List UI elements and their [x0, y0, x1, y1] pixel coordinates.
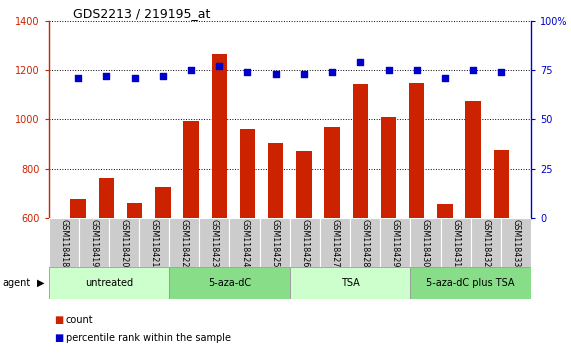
Text: GSM118426: GSM118426	[300, 219, 309, 268]
Text: GSM118433: GSM118433	[512, 219, 520, 267]
Bar	[471, 218, 501, 267]
Bar	[268, 143, 283, 218]
Bar	[70, 199, 86, 218]
Bar	[169, 218, 199, 267]
Bar	[289, 218, 320, 267]
Bar	[211, 55, 227, 218]
Bar	[441, 218, 471, 267]
Bar	[411, 218, 441, 267]
Point	[102, 73, 111, 79]
Bar	[352, 84, 368, 218]
Bar	[409, 82, 424, 218]
Bar	[501, 218, 531, 267]
Text: agent: agent	[3, 278, 31, 288]
Text: GSM118418: GSM118418	[59, 219, 68, 267]
Text: GSM118429: GSM118429	[391, 219, 400, 268]
Text: 5-aza-dC plus TSA: 5-aza-dC plus TSA	[427, 278, 515, 288]
Point	[356, 60, 365, 65]
Text: GSM118425: GSM118425	[270, 219, 279, 268]
Text: ▶: ▶	[37, 278, 45, 288]
Text: GSM118419: GSM118419	[89, 219, 98, 268]
Point	[130, 75, 139, 81]
Bar	[49, 267, 169, 299]
Text: count: count	[66, 315, 93, 325]
Point	[497, 69, 506, 75]
Bar	[109, 218, 139, 267]
Text: untreated: untreated	[85, 278, 133, 288]
Bar	[380, 218, 411, 267]
Text: ■: ■	[54, 333, 63, 343]
Point	[469, 68, 478, 73]
Point	[412, 68, 421, 73]
Text: GSM118427: GSM118427	[331, 219, 340, 268]
Bar	[230, 218, 260, 267]
Bar	[139, 218, 169, 267]
Bar	[324, 127, 340, 218]
Point	[243, 69, 252, 75]
Text: ■: ■	[54, 315, 63, 325]
Point	[215, 64, 224, 69]
Text: GSM118422: GSM118422	[180, 219, 189, 268]
Bar	[320, 218, 350, 267]
Text: GSM118428: GSM118428	[361, 219, 369, 268]
Bar	[183, 121, 199, 218]
Point	[384, 68, 393, 73]
Text: GSM118420: GSM118420	[119, 219, 128, 268]
Bar	[127, 203, 142, 218]
Bar	[437, 204, 453, 218]
Text: GSM118421: GSM118421	[150, 219, 159, 268]
Bar	[49, 218, 79, 267]
Bar	[260, 218, 289, 267]
Point	[299, 72, 308, 77]
Bar	[465, 101, 481, 218]
Text: GDS2213 / 219195_at: GDS2213 / 219195_at	[73, 7, 210, 20]
Bar	[169, 267, 289, 299]
Point	[440, 75, 449, 81]
Text: GSM118432: GSM118432	[481, 219, 490, 268]
Text: percentile rank within the sample: percentile rank within the sample	[66, 333, 231, 343]
Point	[328, 69, 337, 75]
Bar	[350, 218, 380, 267]
Text: TSA: TSA	[341, 278, 360, 288]
Bar	[199, 218, 230, 267]
Text: GSM118431: GSM118431	[451, 219, 460, 267]
Bar	[381, 117, 396, 218]
Text: GSM118423: GSM118423	[210, 219, 219, 268]
Bar	[99, 178, 114, 218]
Bar	[493, 150, 509, 218]
Text: 5-aza-dC: 5-aza-dC	[208, 278, 251, 288]
Bar	[296, 152, 312, 218]
Point	[158, 73, 167, 79]
Text: GSM118424: GSM118424	[240, 219, 249, 268]
Bar	[79, 218, 109, 267]
Point	[271, 72, 280, 77]
Point	[187, 68, 196, 73]
Point	[74, 75, 83, 81]
Bar	[240, 129, 255, 218]
Text: GSM118430: GSM118430	[421, 219, 430, 267]
Bar	[155, 187, 171, 218]
Bar	[289, 267, 411, 299]
Bar	[411, 267, 531, 299]
